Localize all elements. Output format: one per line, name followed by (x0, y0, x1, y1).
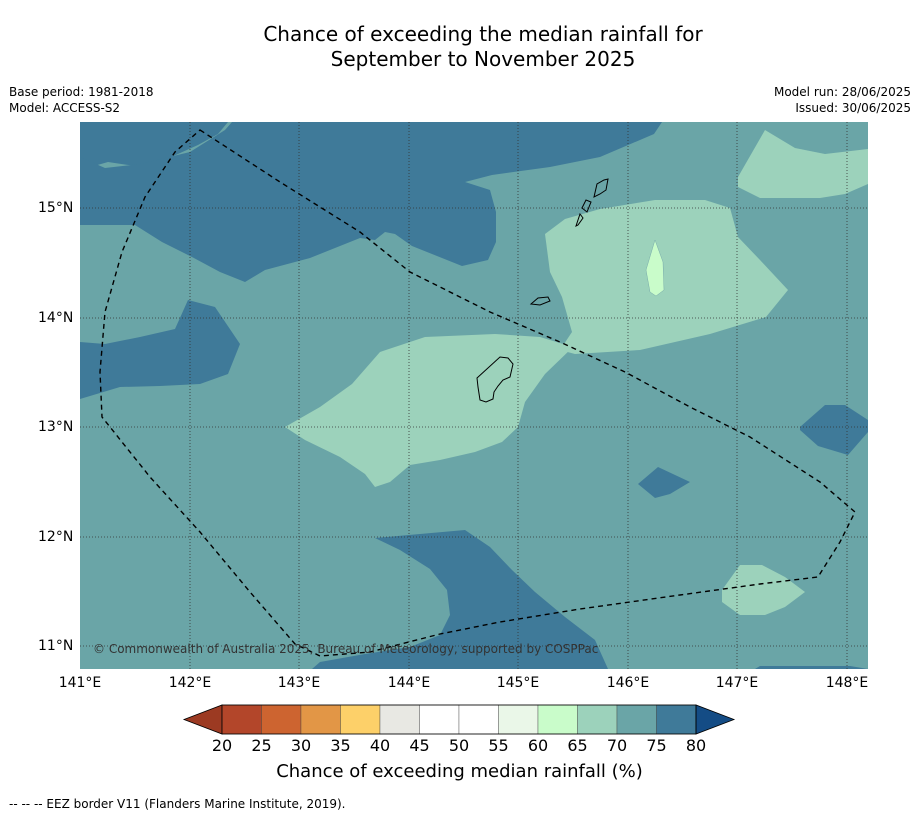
lat-label-15n: 15°N (38, 200, 74, 216)
eez-footnote: -- -- -- EEZ border V11 (Flanders Marine… (9, 797, 346, 811)
meta-left: Base period: 1981-2018 Model: ACCESS-S2 (9, 84, 154, 116)
lon-label-147e: 147°E (715, 675, 759, 691)
band-75-80-north-main (80, 122, 662, 282)
colorbar-cell (379, 704, 420, 735)
colorbar-over-arrow (695, 704, 736, 735)
gridlines (80, 122, 868, 669)
lon-label-144e: 144°E (387, 675, 431, 691)
base-period: Base period: 1981-2018 (9, 85, 154, 99)
colorbar-cell (300, 704, 341, 735)
colorbar-tick-label: 65 (567, 736, 588, 755)
band-75-80-east (800, 405, 868, 455)
island-tinian (575, 199, 592, 227)
lon-label-148e: 148°E (825, 675, 869, 691)
band-65-70-northeast (738, 130, 868, 198)
map-panel (80, 122, 868, 669)
colorbar-cell (458, 704, 499, 735)
band-60-65-patch (645, 239, 665, 297)
band-65-70-central (285, 334, 573, 487)
issued-date: Issued: 30/06/2025 (795, 101, 911, 115)
colorbar-cell (537, 704, 578, 735)
band-65-70-central-east (545, 200, 788, 354)
colorbar-tick-label: 75 (646, 736, 667, 755)
island-saipan (593, 178, 609, 198)
colorbar-tick-label: 30 (290, 736, 312, 755)
colorbar-cell (498, 704, 539, 735)
lon-label-142e: 142°E (168, 675, 212, 691)
island-guam (476, 356, 514, 403)
lon-label-141e: 141°E (58, 675, 102, 691)
map-title: Chance of exceeding the median rainfall … (0, 22, 919, 72)
model-run: Model run: 28/06/2025 (773, 85, 911, 99)
band-75-80-blob (638, 467, 690, 498)
colorbar-tick-label: 20 (211, 736, 233, 755)
lon-label-146e: 146°E (606, 675, 650, 691)
colorbar-tick-label: 50 (448, 736, 470, 755)
colorbar-tick-label: 80 (685, 736, 707, 755)
band-75-80-west (80, 300, 240, 399)
band-75-80-southeast (755, 666, 868, 669)
model-name: Model: ACCESS-S2 (9, 101, 121, 115)
colorbar-tick-label: 55 (488, 736, 509, 755)
colorbar-cell (577, 704, 618, 735)
lat-label-12n: 12°N (38, 529, 74, 545)
colorbar-tick-label: 60 (527, 736, 549, 755)
colorbar-tick-label: 40 (369, 736, 391, 755)
band-75-80-south (312, 530, 608, 669)
colorbar-cell (616, 704, 657, 735)
band-65-70-southeast (722, 565, 805, 615)
lat-label-14n: 14°N (38, 310, 74, 326)
lat-label-13n: 13°N (38, 419, 74, 435)
colorbar-cell (419, 704, 460, 735)
colorbar-tick-label: 35 (330, 736, 351, 755)
colorbar-label: Chance of exceeding median rainfall (%) (276, 761, 643, 782)
lon-label-145e: 145°E (496, 675, 540, 691)
title-line-2: September to November 2025 (330, 47, 636, 71)
colorbar-tick-label: 45 (409, 736, 430, 755)
band-75-80-north (80, 122, 230, 170)
lat-label-11n: 11°N (38, 638, 74, 654)
meta-right: Model run: 28/06/2025 Issued: 30/06/2025 (774, 84, 911, 116)
colorbar-cell (221, 704, 262, 735)
colorbar-cell (656, 704, 697, 735)
island-rota (529, 296, 551, 306)
colorbar-under-arrow (182, 704, 223, 735)
colorbar-tick-label: 25 (251, 736, 272, 755)
lon-label-143e: 143°E (277, 675, 321, 691)
title-line-1: Chance of exceeding the median rainfall … (263, 22, 703, 46)
copyright-text: © Commonwealth of Australia 2025, Bureau… (93, 642, 599, 656)
colorbar (182, 704, 736, 735)
colorbar-outline (221, 704, 697, 735)
colorbar-cell (261, 704, 302, 735)
colorbar-tick-label: 70 (606, 736, 628, 755)
eez-border (99, 129, 856, 657)
colorbar-cell (340, 704, 381, 735)
